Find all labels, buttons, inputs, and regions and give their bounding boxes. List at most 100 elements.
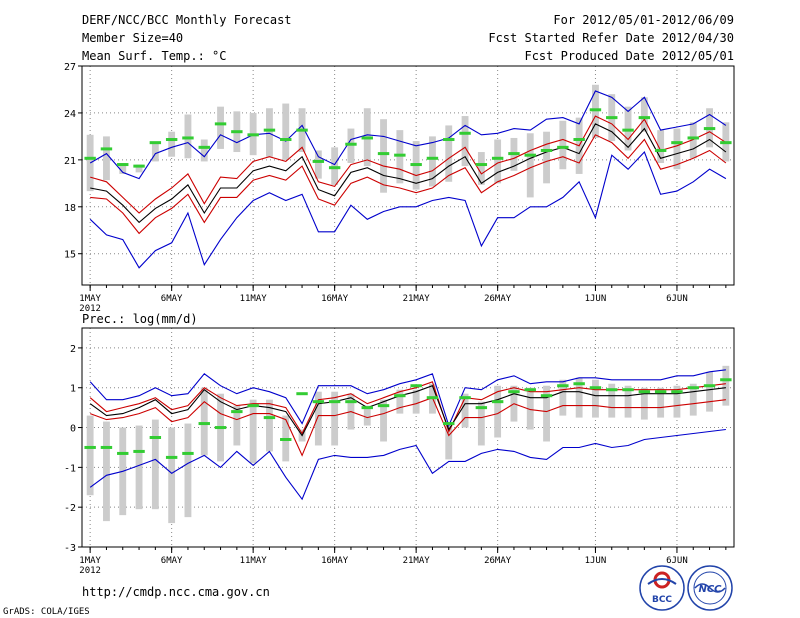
temp-spread-box	[526, 133, 534, 198]
temp-xtick-label: 6MAY	[161, 294, 183, 304]
prec-spread-box	[526, 387, 534, 430]
temp-spread-box	[477, 152, 485, 185]
prec-xtick-label: 6MAY	[161, 556, 183, 566]
prec-spread-box	[461, 393, 469, 428]
temp-spread-box	[266, 108, 273, 157]
temp-spread-box	[461, 116, 469, 167]
temp-xtick-label: 26MAY	[484, 294, 512, 304]
prec-line-lower	[90, 397, 726, 457]
prec-spread-box	[249, 399, 257, 464]
prec-ytick-label: -2	[64, 503, 76, 514]
temp-ytick-label: 24	[64, 109, 76, 120]
prec-xtick-label: 1JUN	[585, 556, 607, 566]
prec-xtick-label: 11MAY	[240, 556, 268, 566]
prec-spread-box	[168, 427, 176, 524]
prec-spread-box	[640, 387, 648, 420]
prec-spread-box	[380, 399, 387, 442]
prec-spread-box	[575, 377, 583, 418]
bcc-logo: BCC	[639, 565, 685, 611]
temp-spread-box	[168, 131, 176, 157]
prec-spread-box	[673, 385, 681, 418]
temp-spread-box	[689, 122, 697, 159]
temp-spread-box	[200, 139, 208, 162]
temp-spread-box	[494, 139, 502, 184]
temp-xtick-label: 1MAY	[79, 294, 101, 304]
prec-spread-box	[151, 419, 159, 510]
prec-spread-box	[445, 425, 453, 460]
bcc-logo-text: BCC	[652, 595, 672, 605]
temp-ytick-label: 15	[64, 250, 76, 261]
temp-spread-box	[673, 128, 681, 170]
temp-ytick-label: 18	[64, 203, 76, 214]
temp-spread-box	[396, 130, 404, 184]
prec-spread-box	[396, 389, 404, 414]
temp-frame	[81, 65, 735, 286]
prec-xtick-label: 16MAY	[321, 556, 349, 566]
prec-xtick-label: 1MAY	[79, 556, 101, 566]
temp-xtick-label: 6JUN	[666, 294, 688, 304]
prec-line-min	[89, 428, 726, 501]
prec-spread-box	[233, 405, 241, 446]
temp-spread-box	[331, 147, 339, 185]
prec-line-max	[89, 369, 726, 428]
header-member-size: Member Size=40	[82, 31, 183, 45]
prec-spread-box	[363, 405, 371, 426]
header-title: DERF/NCC/BCC Monthly Forecast	[82, 13, 292, 27]
prec-spread-box	[184, 423, 192, 518]
prec-ytick-label: 0	[70, 424, 76, 435]
prec-xtick-year: 2012	[79, 566, 101, 576]
prec-spread-box	[608, 383, 616, 418]
prec-xtick-label: 26MAY	[484, 556, 512, 566]
temp-xtick-year: 2012	[79, 304, 101, 314]
temp-spread-box	[347, 128, 355, 163]
temp-spread-box	[380, 119, 387, 193]
header-forecast-period: For 2012/05/01-2012/06/09	[553, 13, 734, 27]
temp-spread-box	[217, 106, 224, 149]
prec-ytick-label: -3	[64, 543, 76, 554]
temp-line-min	[89, 150, 727, 269]
header-started-date: Fcst Started Refer Date 2012/04/30	[488, 31, 734, 45]
grads-credit: GrADS: COLA/IGES	[3, 607, 90, 617]
temp-spread-box	[135, 164, 143, 173]
temp-spread-box	[429, 136, 436, 187]
prec-line-upper	[89, 381, 726, 435]
prec-spread-box	[624, 385, 632, 418]
prec-spread-box	[200, 387, 208, 456]
temp-line-max	[89, 90, 727, 180]
prec-ytick-label: 1	[70, 384, 76, 395]
temp-spread-box	[184, 114, 192, 159]
temp-ytick-label: 27	[64, 62, 76, 73]
prec-spread-box	[103, 421, 110, 522]
temp-spread-box	[640, 97, 648, 132]
prec-line-mean	[89, 384, 726, 437]
prec-spread-box	[657, 387, 665, 418]
temp-xtick-label: 21MAY	[403, 294, 431, 304]
temp-line-lower	[90, 134, 727, 235]
prec-spread-box	[592, 379, 599, 418]
prec-xtick-label: 6JUN	[666, 556, 688, 566]
chart1-title: Mean Surf. Temp.: °C	[82, 49, 227, 63]
prec-spread-box	[543, 385, 550, 442]
prec-spread-box	[706, 371, 713, 412]
temp-spread-box	[543, 131, 550, 184]
temp-xtick-label: 16MAY	[321, 294, 349, 304]
temp-ytick-label: 21	[64, 156, 76, 167]
temp-spread-box	[103, 136, 110, 181]
temp-spread-box	[445, 125, 453, 182]
prec-spread-box	[135, 425, 143, 510]
prec-spread-box	[86, 415, 94, 496]
temp-spread-box	[559, 120, 567, 170]
temp-spread-box	[282, 103, 290, 160]
temp-spread-box	[592, 84, 599, 138]
header-produced-date: Fcst Produced Date 2012/05/01	[524, 49, 734, 63]
footer-url[interactable]: http://cmdp.ncc.cma.gov.cn	[82, 585, 270, 599]
temp-spread-box	[119, 162, 127, 174]
temp-xtick-label: 11MAY	[240, 294, 268, 304]
prec-spread-box	[331, 391, 339, 446]
prec-spread-box	[412, 389, 420, 414]
prec-frame	[81, 327, 735, 548]
prec-xtick-label: 21MAY	[403, 556, 431, 566]
temp-line-upper	[90, 115, 727, 214]
prec-spread-box	[559, 379, 567, 416]
